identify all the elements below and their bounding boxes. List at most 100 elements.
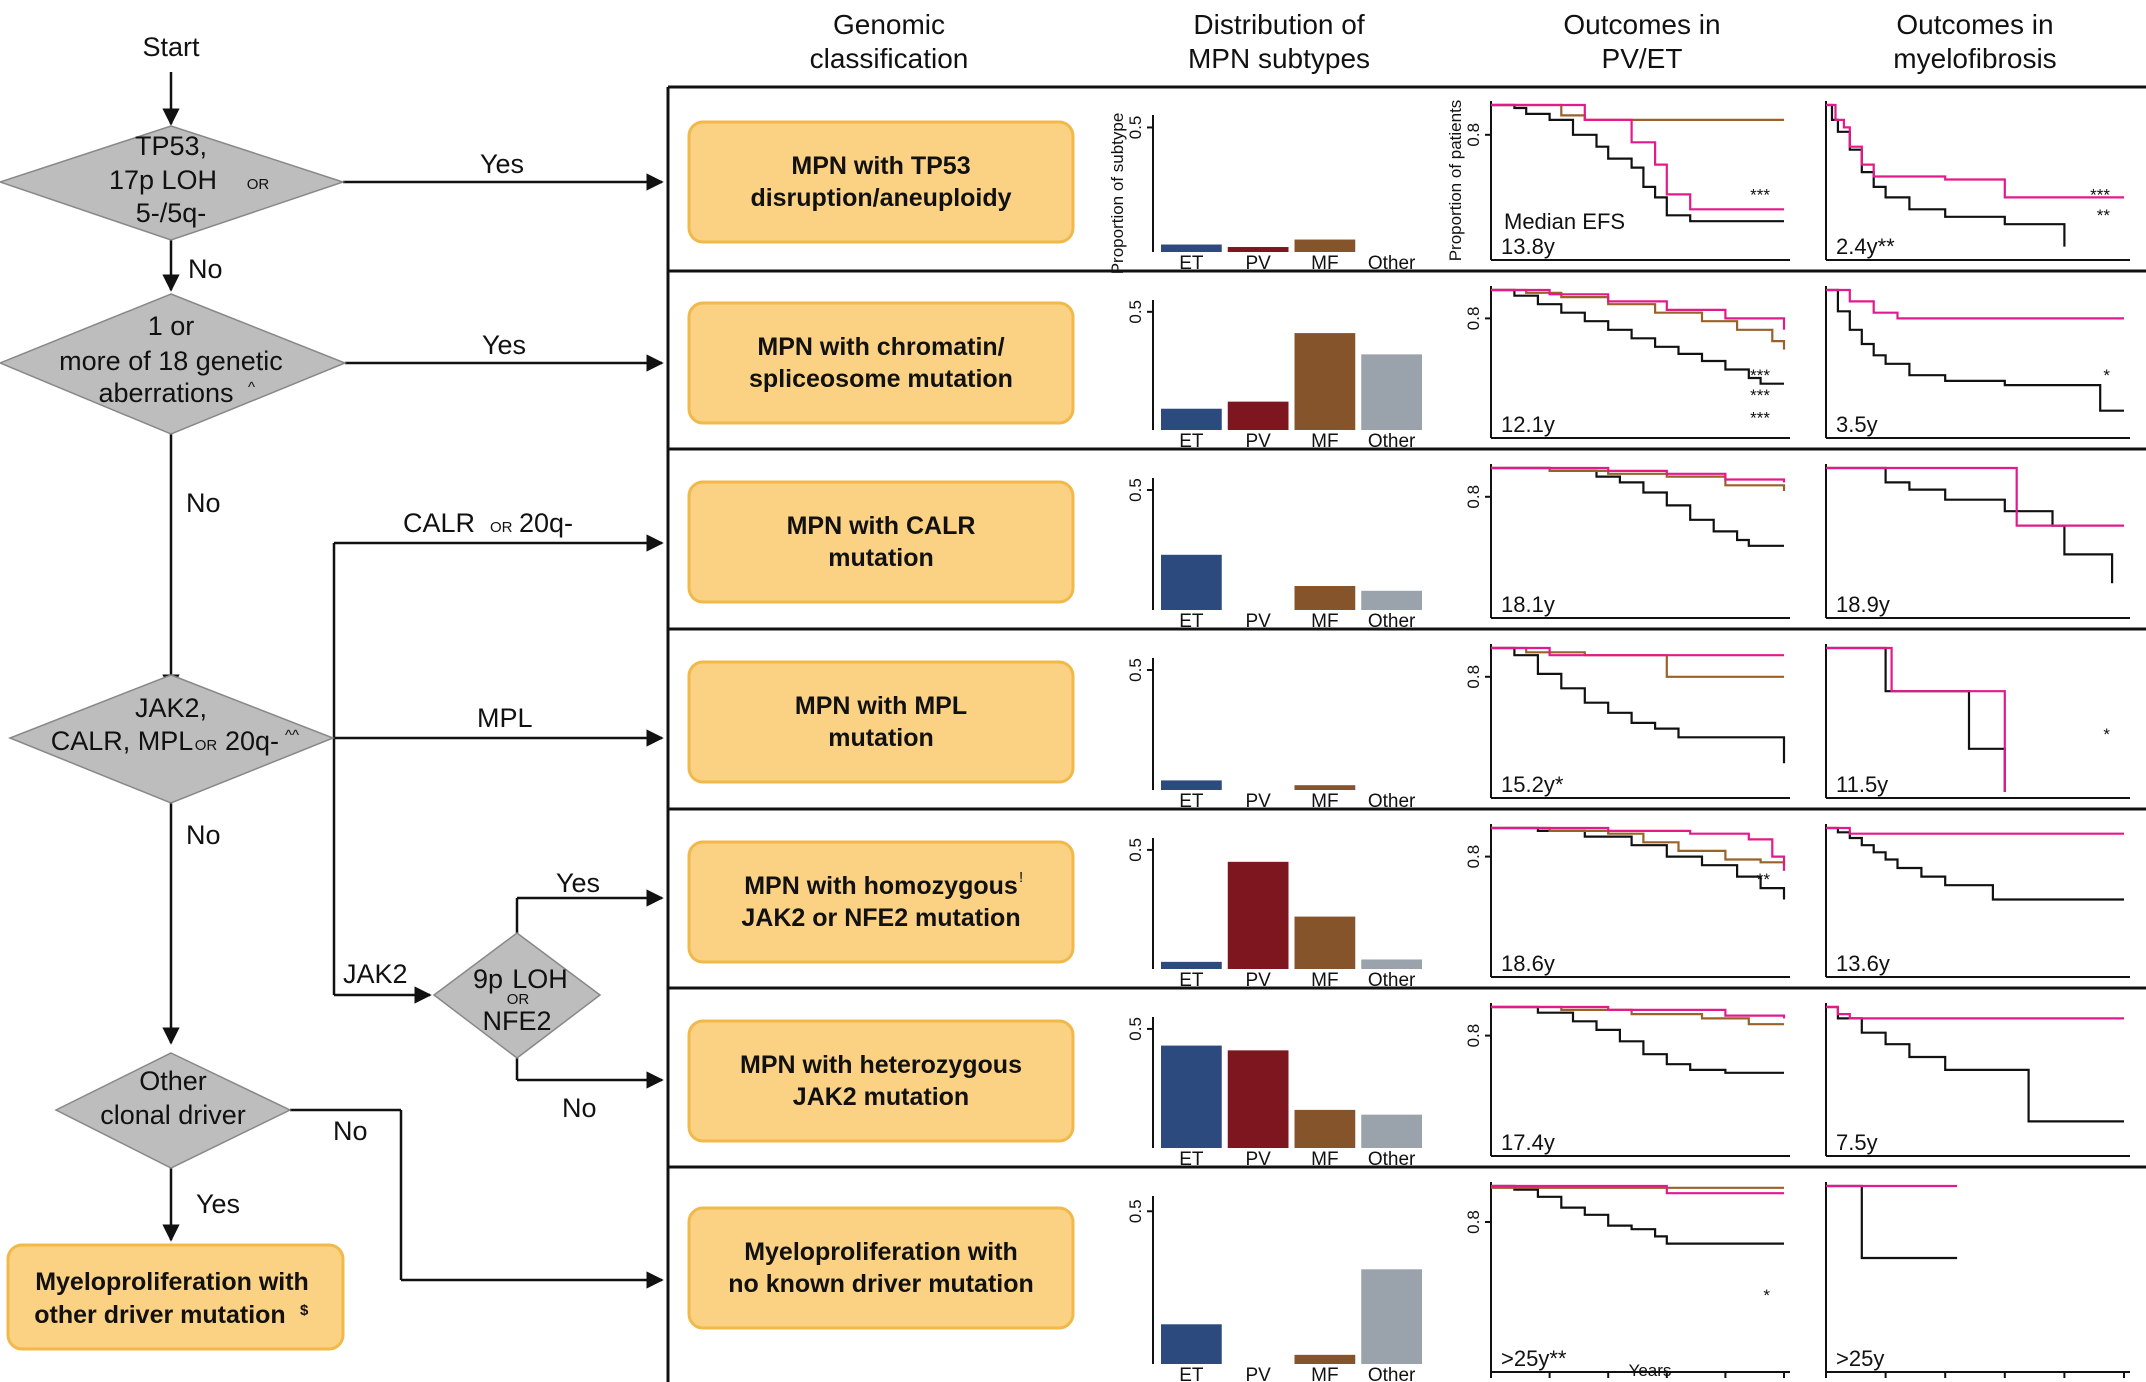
km-ytick: 0.8: [1464, 485, 1483, 509]
km-curve-black: [1826, 826, 2124, 901]
classification-label-line1: MPN with chromatin/: [757, 333, 1004, 361]
bar-et: [1161, 961, 1222, 969]
bar-mf: [1294, 1354, 1356, 1364]
classification-label-line2: mutation: [828, 724, 934, 752]
km-xtick: 10: [1935, 1380, 1956, 1382]
classification-label-line2: JAK2 mutation: [793, 1083, 969, 1111]
classification-label-line1: Myeloproliferation with: [744, 1238, 1018, 1266]
branch-jak2: JAK2: [343, 959, 408, 989]
bar-et: [1161, 244, 1222, 252]
bar-other: [1361, 1269, 1422, 1364]
km-median: 12.1y: [1501, 412, 1555, 437]
decision-18-line2: more of 18 genetic: [59, 346, 283, 376]
km-xtick: 5: [1544, 1380, 1555, 1382]
bar-label-et: ET: [1179, 970, 1204, 991]
mf-km-plot: 3.5y *: [1825, 286, 2130, 439]
bar-label-pv: PV: [1245, 970, 1271, 991]
km-legend-label: Median EFS: [1504, 209, 1625, 234]
bar-label-pv: PV: [1245, 611, 1271, 632]
bar-other: [1361, 959, 1422, 969]
classification-box: [687, 480, 1075, 604]
km-ytick: 0.8: [1464, 307, 1483, 331]
decision-18-caret: ^: [248, 379, 255, 396]
header-genomic-2: classification: [810, 43, 969, 74]
distribution-ytick: 0.5: [1126, 1199, 1145, 1223]
classification-label-line2: JAK2 or NFE2 mutation: [741, 904, 1020, 932]
label-no-3: No: [186, 820, 221, 850]
bar-label-pv: PV: [1245, 791, 1271, 812]
bar-label-pv: PV: [1245, 253, 1271, 274]
km-curve-black: [1826, 1184, 1958, 1260]
mf-km-plot: 18.9y: [1825, 464, 2130, 619]
bar-mf: [1294, 1109, 1356, 1148]
km-curve-pink: [1491, 1005, 1786, 1019]
bar-label-mf: MF: [1311, 611, 1338, 632]
decision-tp53-line1: TP53,: [135, 131, 207, 161]
km-median: 17.4y: [1501, 1130, 1555, 1155]
km-curve-black: [1826, 1005, 2124, 1123]
class-row: MPN with CALR mutation 0.5 ET PV MF Other 0.8 18…: [687, 464, 2130, 632]
bar-pv: [1227, 247, 1289, 252]
classification-box: [687, 120, 1075, 244]
label-no-1: No: [188, 254, 223, 284]
header-distribution-1: Distribution of: [1193, 9, 1364, 40]
km-xtick: 5: [1880, 1380, 1891, 1382]
km-significance: *: [2103, 725, 2110, 744]
other-driver-dollar: $: [300, 1302, 309, 1319]
km-ytick: 0.8: [1464, 123, 1483, 147]
bar-mf: [1294, 785, 1356, 790]
header-distribution-2: MPN subtypes: [1188, 43, 1370, 74]
label-yes-2: Yes: [482, 330, 526, 360]
km-curve-pink: [1826, 1005, 2124, 1020]
decision-tp53-or: OR: [247, 176, 270, 193]
km-median: 18.6y: [1501, 951, 1555, 976]
bar-label-pv: PV: [1245, 431, 1271, 452]
branch-calr-20q: 20q-: [519, 508, 573, 538]
km-significance: **: [1757, 870, 1771, 889]
pvet-km-plot: 0.8 >25y** * 0 5 10 15 20 25 Years: [1464, 1182, 1795, 1382]
distribution-chart: 0.5 ET PV MF Other: [1126, 1196, 1422, 1382]
km-ytick: 0.8: [1464, 665, 1483, 689]
pvet-km-plot: 0.8 18.6y **: [1464, 824, 1790, 978]
mf-km-plot: >25y 0 5 10 15 20 25: [1821, 1182, 2135, 1382]
label-no-5: No: [333, 1116, 368, 1146]
other-driver-line1: Myeloproliferation with: [35, 1268, 309, 1296]
bar-mf: [1294, 916, 1356, 969]
classification-label-line1: MPN with CALR: [787, 512, 976, 540]
bar-label-et: ET: [1179, 1365, 1204, 1382]
pvet-km-plot: 0.812.1y*********: [1464, 286, 1790, 439]
km-curve-black: [1491, 1184, 1784, 1245]
bar-label-et: ET: [1179, 791, 1204, 812]
km-curve-brown: [1491, 646, 1784, 678]
km-xtick: 0: [1486, 1380, 1497, 1382]
km-curve-pink: [1826, 466, 2124, 527]
other-driver-line2: other driver mutation: [34, 1301, 285, 1329]
km-curve-brown: [1491, 826, 1786, 866]
decision-18-aberrations: [0, 293, 348, 435]
bar-label-other: Other: [1368, 611, 1416, 632]
branch-calr-or: OR: [490, 519, 513, 536]
bar-et: [1161, 1045, 1222, 1148]
class-row: MPN with heterozygous JAK2 mutation 0.5 ET P…: [687, 1003, 2130, 1170]
mf-km-plot: 13.6y: [1825, 824, 2130, 978]
km-curve-black: [1491, 103, 1784, 223]
bar-et: [1161, 408, 1222, 430]
classification-superscript: !: [1019, 869, 1023, 886]
bar-label-mf: MF: [1311, 1149, 1338, 1170]
bar-other: [1361, 1114, 1422, 1148]
pvet-km-plot: 0.8 18.1y: [1464, 464, 1790, 619]
bar-label-et: ET: [1179, 1149, 1204, 1170]
bar-et: [1161, 1324, 1222, 1364]
distribution-chart: 0.5 ET PV MF Other: [1126, 478, 1422, 632]
km-median: 15.2y*: [1501, 772, 1564, 797]
decision-driver-or: OR: [195, 737, 218, 754]
flowchart-nodes: Start TP53, 17p LOH OR 5-/5q- 1 or more …: [0, 32, 602, 1351]
header-mf-1: Outcomes in: [1896, 9, 2053, 40]
km-curve-pink: [1826, 826, 2124, 835]
km-curve-black: [1826, 288, 2124, 412]
km-ytick: 0.8: [1464, 1210, 1483, 1234]
header-genomic-1: Genomic: [833, 9, 945, 40]
decision-nfe2-label: NFE2: [482, 1006, 551, 1036]
